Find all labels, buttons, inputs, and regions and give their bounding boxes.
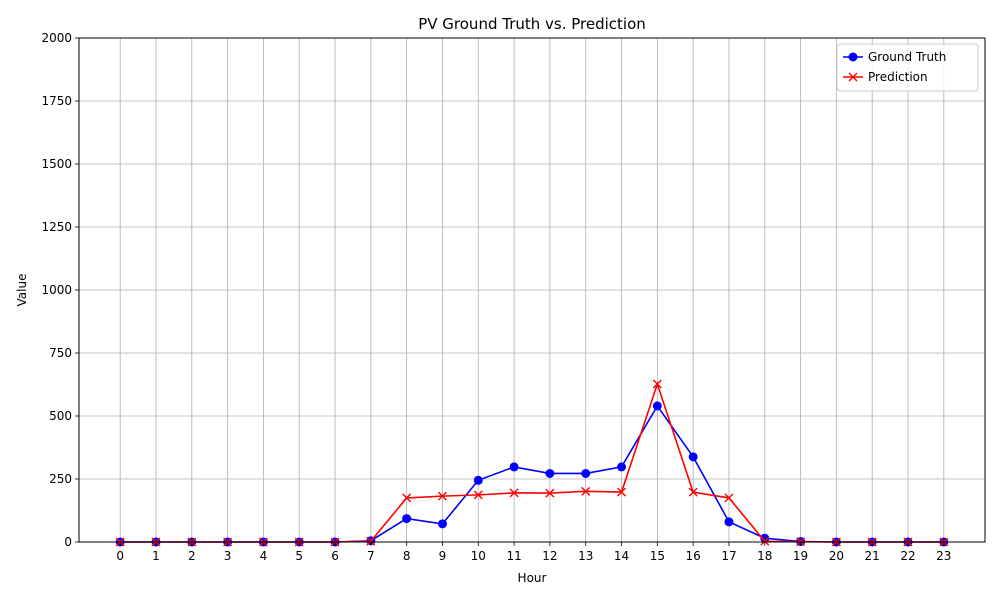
- legend-box: [836, 43, 979, 92]
- y-tick-label: 0: [64, 535, 72, 549]
- data-point-ground-truth: [617, 462, 627, 472]
- data-point-ground-truth: [581, 468, 591, 478]
- data-point-prediction: [545, 488, 555, 498]
- x-tick-label: 18: [757, 549, 772, 563]
- data-point-prediction: [437, 491, 447, 501]
- data-point-ground-truth: [509, 462, 519, 472]
- data-point-prediction: [473, 490, 483, 500]
- x-tick-label: 5: [295, 549, 303, 563]
- data-point-prediction: [724, 493, 734, 503]
- chart-title: PV Ground Truth vs. Prediction: [418, 15, 646, 33]
- data-point-ground-truth: [437, 519, 447, 529]
- legend-item-prediction: Prediction: [843, 70, 928, 84]
- data-point-ground-truth: [545, 468, 555, 478]
- y-tick-label: 250: [49, 472, 72, 486]
- x-tick-label: 16: [686, 549, 701, 563]
- x-tick-label: 22: [900, 549, 915, 563]
- marker-stroke: [760, 536, 770, 546]
- marker-stroke: [509, 488, 519, 498]
- marker-stroke: [581, 486, 591, 496]
- x-tick-label: 10: [471, 549, 486, 563]
- x-tick-label: 6: [331, 549, 339, 563]
- data-point-prediction: [688, 487, 698, 497]
- data-point-ground-truth: [724, 517, 734, 527]
- x-tick-label: 19: [793, 549, 808, 563]
- x-tick-label: 15: [650, 549, 665, 563]
- grid-layer: [79, 37, 985, 543]
- x-tick-label: 3: [224, 549, 232, 563]
- x-tick-label: 9: [439, 549, 447, 563]
- y-tick-label: 500: [49, 409, 72, 423]
- data-point-ground-truth: [473, 475, 483, 485]
- data-point-prediction: [581, 486, 591, 496]
- marker-stroke: [545, 488, 555, 498]
- x-tick-label: 14: [614, 549, 629, 563]
- data-point-ground-truth: [652, 401, 662, 411]
- x-tick-label: 13: [578, 549, 593, 563]
- data-point-prediction: [617, 487, 627, 497]
- data-point-ground-truth: [688, 452, 698, 462]
- legend-marker: [848, 72, 858, 82]
- y-tick-label: 1000: [41, 283, 72, 297]
- x-tick-label: 4: [260, 549, 268, 563]
- marker-stroke: [473, 490, 483, 500]
- x-tick-label: 8: [403, 549, 411, 563]
- data-point-prediction: [509, 488, 519, 498]
- marker-stroke: [402, 493, 412, 503]
- marker-stroke: [652, 379, 662, 389]
- x-tick-label: 0: [116, 549, 124, 563]
- x-tick-label: 21: [865, 549, 880, 563]
- marker-stroke: [688, 487, 698, 497]
- x-tick-label: 12: [542, 549, 557, 563]
- data-point-prediction: [652, 379, 662, 389]
- y-axis-label: Value: [15, 274, 29, 307]
- y-tick-label: 1500: [41, 157, 72, 171]
- y-tick-label: 1250: [41, 220, 72, 234]
- legend-label: Prediction: [868, 70, 928, 84]
- legend-label: Ground Truth: [868, 50, 946, 64]
- y-tick-label: 1750: [41, 94, 72, 108]
- x-axis: 0 1 2 3 4 5 6 7 8 9 10 11 12 13 14 15 16 17 18 19 20 21 22 23: [116, 542, 951, 563]
- marker-stroke: [617, 487, 627, 497]
- x-tick-label: 17: [721, 549, 736, 563]
- data-point-ground-truth: [402, 514, 412, 524]
- data-point-prediction: [760, 536, 770, 546]
- y-tick-label: 2000: [41, 31, 72, 45]
- legend-marker: [848, 52, 858, 62]
- marker-stroke: [437, 491, 447, 501]
- x-tick-label: 23: [936, 549, 951, 563]
- x-tick-label: 1: [152, 549, 160, 563]
- marker-stroke: [848, 72, 858, 82]
- legend-item-ground-truth: Ground Truth: [843, 50, 946, 64]
- x-tick-label: 2: [188, 549, 196, 563]
- x-tick-label: 11: [506, 549, 521, 563]
- marker-stroke: [724, 493, 734, 503]
- y-axis: 0 250 500 750 1000 1250 1500 1750 2000: [41, 31, 79, 549]
- x-tick-label: 7: [367, 549, 375, 563]
- x-axis-label: Hour: [518, 571, 547, 585]
- legend: Ground Truth Prediction: [836, 43, 979, 92]
- data-point-prediction: [402, 493, 412, 503]
- x-tick-label: 20: [829, 549, 844, 563]
- marker-stroke: [366, 536, 376, 546]
- data-point-prediction: [366, 536, 376, 546]
- y-tick-label: 750: [49, 346, 72, 360]
